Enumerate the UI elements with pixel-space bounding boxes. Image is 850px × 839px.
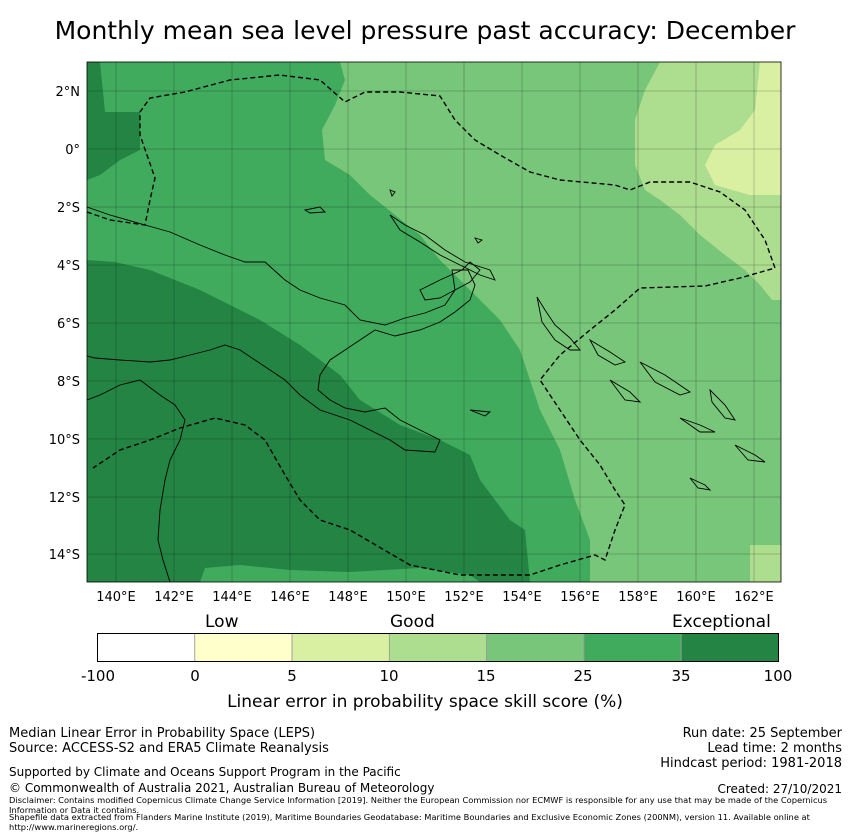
footer-lead-time: Lead time: 2 months bbox=[707, 741, 842, 756]
footer-copyright: © Commonwealth of Australia 2021, Austra… bbox=[9, 781, 434, 796]
lat-label: 6°S bbox=[57, 317, 80, 332]
legend-tick: -100 bbox=[81, 667, 115, 685]
lon-label: 156°E bbox=[560, 590, 600, 605]
legend-swatch bbox=[681, 634, 778, 662]
footer-shapefile: Shapefile data extracted from Flanders M… bbox=[9, 813, 849, 832]
legend-tick: 0 bbox=[190, 667, 200, 685]
legend-caption-exceptional: Exceptional bbox=[672, 612, 771, 632]
legend-tick: 5 bbox=[287, 667, 297, 685]
lon-label: 160°E bbox=[676, 590, 716, 605]
legend-caption-good: Good bbox=[390, 612, 435, 632]
lat-label: 4°S bbox=[57, 259, 80, 274]
legend-caption-low: Low bbox=[205, 612, 238, 632]
legend-swatches bbox=[98, 634, 779, 662]
legend-colorbar bbox=[97, 633, 781, 663]
lat-label: 2°S bbox=[57, 201, 80, 216]
legend-swatch bbox=[487, 634, 584, 662]
legend-swatch bbox=[584, 634, 681, 662]
skill-field bbox=[87, 62, 781, 582]
legend-tick: 15 bbox=[476, 667, 495, 685]
lat-label: 12°S bbox=[49, 491, 80, 506]
lon-label: 152°E bbox=[444, 590, 484, 605]
lon-labels: 140°E 142°E 144°E 146°E 148°E 150°E 152°… bbox=[96, 590, 774, 605]
lon-label: 144°E bbox=[212, 590, 252, 605]
legend-tick: 10 bbox=[379, 667, 398, 685]
lat-label: 0° bbox=[65, 143, 80, 158]
legend-swatch bbox=[389, 634, 486, 662]
footer-hindcast: Hindcast period: 1981-2018 bbox=[660, 756, 842, 771]
lon-label: 146°E bbox=[270, 590, 310, 605]
footer-support: Supported by Climate and Oceans Support … bbox=[9, 765, 401, 780]
footer-source: Source: ACCESS-S2 and ERA5 Climate Reana… bbox=[9, 741, 329, 756]
footer-method: Median Linear Error in Probability Space… bbox=[9, 726, 315, 741]
lon-label: 150°E bbox=[386, 590, 426, 605]
lat-label: 8°S bbox=[57, 375, 80, 390]
lon-label: 142°E bbox=[154, 590, 194, 605]
lon-label: 162°E bbox=[734, 590, 774, 605]
footer-run-date: Run date: 25 September bbox=[683, 726, 842, 741]
skill-map: 2°N 0° 2°S 4°S 6°S 8°S 10°S 12°S 14°S 14… bbox=[0, 0, 850, 620]
lon-label: 148°E bbox=[328, 590, 368, 605]
lon-label: 154°E bbox=[502, 590, 542, 605]
legend-tick: 25 bbox=[573, 667, 592, 685]
legend-tick: 100 bbox=[764, 667, 793, 685]
skill-area-moderate-se bbox=[750, 545, 781, 582]
legend-swatch bbox=[292, 634, 389, 662]
lat-labels: 2°N 0° 2°S 4°S 6°S 8°S 10°S 12°S 14°S bbox=[49, 85, 80, 563]
legend-swatch bbox=[98, 634, 195, 662]
legend-tick: 35 bbox=[671, 667, 690, 685]
lat-label: 2°N bbox=[56, 85, 81, 100]
lon-label: 158°E bbox=[618, 590, 658, 605]
lat-label: 10°S bbox=[49, 433, 80, 448]
legend-title: Linear error in probability space skill … bbox=[0, 692, 850, 712]
lat-label: 14°S bbox=[49, 548, 80, 563]
legend-swatch bbox=[195, 634, 292, 662]
lon-label: 140°E bbox=[96, 590, 136, 605]
